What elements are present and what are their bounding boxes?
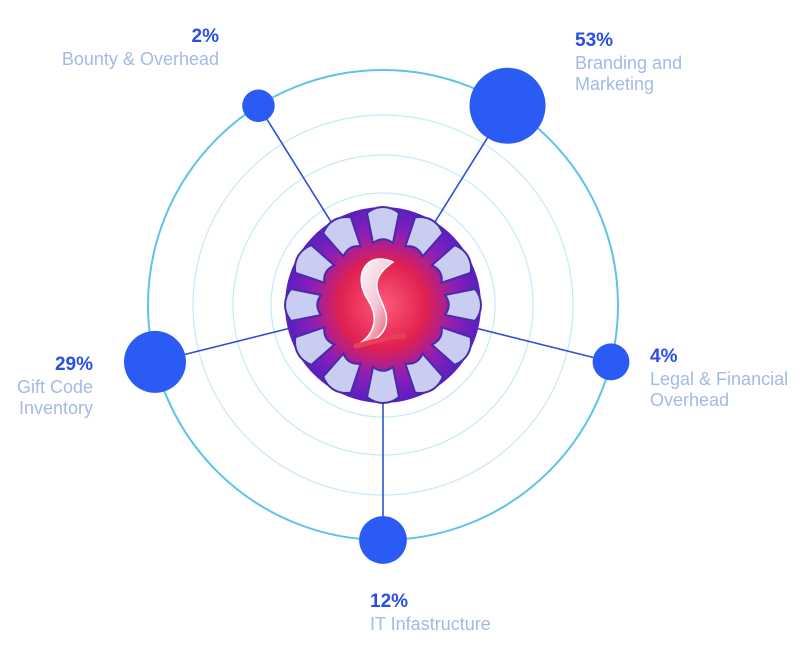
- slice-name-line: Overhead: [650, 390, 730, 411]
- slice-name-line: Inventory: [18, 398, 93, 419]
- slice-name-line: Branding and: [575, 52, 683, 73]
- logo-ribbon-segment: [321, 215, 363, 259]
- logo-ribbon-segment: [403, 351, 445, 395]
- connector-legal: [477, 327, 612, 363]
- slice-label-bounty: 2% Bounty & Overhead: [20, 26, 219, 70]
- logo-ribbon-segment: [365, 206, 401, 245]
- logo-ribbon-segment: [403, 215, 445, 259]
- logo-ribbon-segment: [293, 243, 337, 285]
- data-nodes: [124, 67, 630, 564]
- logo-ribbon-segment: [429, 325, 473, 367]
- slice-name-line: IT Infastructure: [370, 613, 491, 634]
- slice-name-line: Gift Code: [16, 376, 93, 397]
- ribbon-s-logo-icon: [284, 206, 482, 404]
- slice-name-line: Legal & Financial: [650, 368, 789, 389]
- slice-value: 2%: [191, 26, 219, 47]
- logo-ribbon-segment: [293, 325, 337, 367]
- slice-label-branding: 53% Branding and Marketing: [575, 30, 682, 96]
- node-branding: [469, 67, 546, 144]
- node-legal: [592, 343, 630, 381]
- slice-value: 53%: [575, 30, 614, 51]
- slice-value: 4%: [650, 346, 678, 367]
- slice-name-line: Bounty & Overhead: [61, 48, 219, 69]
- slice-value: 29%: [54, 354, 93, 375]
- slice-label-gift-code: 29% Gift Code Inventory: [0, 354, 93, 420]
- logo-ribbon-segment: [443, 287, 482, 323]
- node-gift-code: [124, 330, 186, 393]
- slice-label-legal: 4% Legal & Financial Overhead: [650, 346, 788, 412]
- slice-label-it: 12% IT Infastructure: [370, 591, 491, 635]
- logo-ribbon-segment: [284, 287, 323, 323]
- logo-ribbon-segment: [365, 365, 401, 404]
- logo-ribbon-segment: [321, 351, 363, 395]
- slice-name-line: Marketing: [575, 74, 655, 95]
- node-bounty: [242, 89, 275, 122]
- logo-ribbon-segment: [429, 243, 473, 285]
- slice-value: 12%: [370, 591, 409, 612]
- connector-bounty: [257, 105, 332, 223]
- node-it: [359, 516, 407, 564]
